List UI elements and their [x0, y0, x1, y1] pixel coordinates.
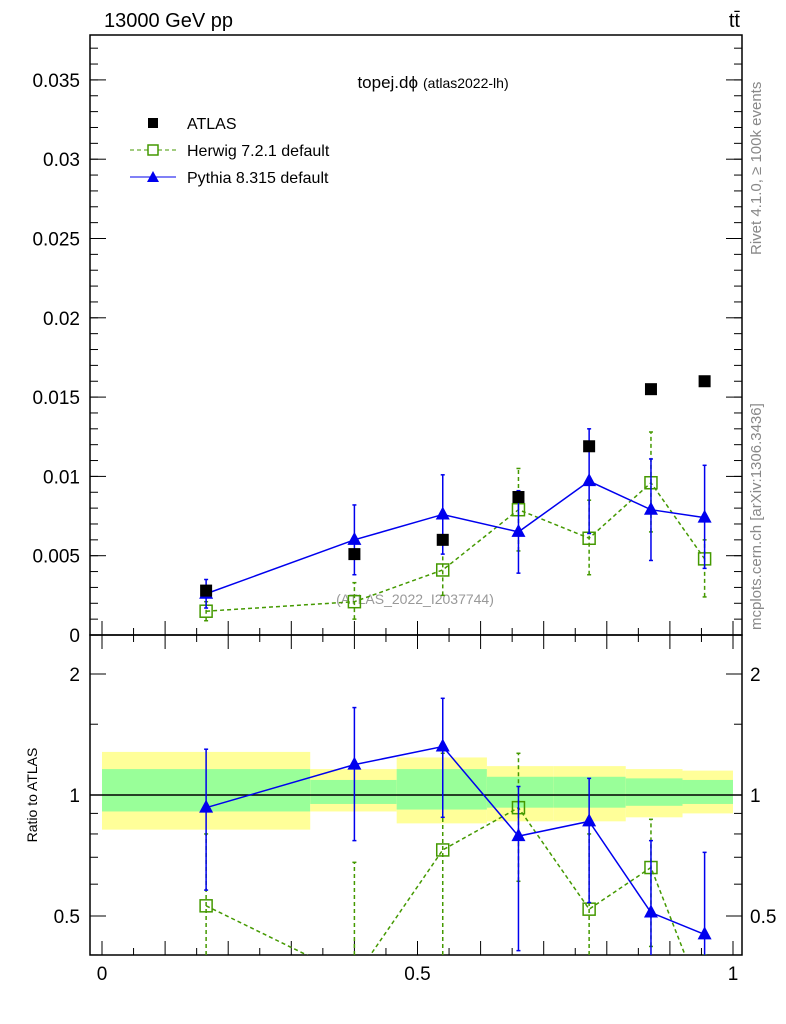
- atlas-marker: [348, 548, 361, 561]
- pythia-marker: [511, 828, 526, 842]
- pythia-marker: [347, 756, 362, 770]
- y-tick-label: 0.035: [32, 71, 80, 92]
- pythia-marker: [697, 509, 712, 523]
- atlas-marker: [583, 440, 596, 453]
- pythia-marker: [347, 531, 362, 545]
- y-tick-label: 0.015: [32, 388, 80, 409]
- ratio-y-tick-label: 1: [69, 786, 80, 807]
- uncertainty-band-inner: [625, 778, 683, 806]
- pythia-line: [205, 480, 705, 595]
- herwig-line: [205, 806, 686, 955]
- y-tick-label: 0.02: [43, 309, 80, 330]
- mcplots-label: mcplots.cern.ch [arXiv:1306.3436]: [748, 403, 765, 630]
- pythia-marker: [582, 813, 597, 827]
- y-tick-label: 0.005: [32, 547, 80, 568]
- rivet-label: Rivet 4.1.0, ≥ 100k events: [748, 82, 765, 255]
- y-tick-label: 0.01: [43, 467, 80, 488]
- pythia-marker: [643, 501, 658, 515]
- pythia-marker: [435, 506, 450, 520]
- uncertainty-band-inner: [486, 776, 554, 808]
- herwig-marker: [347, 594, 362, 609]
- header-energy: 13000 GeV pp: [104, 10, 233, 32]
- legend-herwig-marker: [147, 144, 159, 156]
- uncertainty-band-inner: [310, 779, 397, 804]
- header-process: tt̄: [729, 10, 741, 32]
- ratio-y-tick-label-right: 1: [750, 786, 761, 807]
- legend-atlas-marker: [148, 118, 158, 128]
- y-tick-label: 0: [69, 626, 80, 647]
- pythia-marker: [697, 926, 712, 940]
- legend-atlas: ATLAS: [187, 116, 237, 133]
- ratio-series: [199, 697, 712, 955]
- ratio-plot: 0.5 0.5 1 1 2 2 0 0.5 1: [54, 634, 776, 985]
- ratio-y-tick-label-right: 0.5: [750, 907, 776, 928]
- atlas-marker: [644, 383, 657, 396]
- pythia-marker: [511, 523, 526, 537]
- y-tick-label: 0.025: [32, 230, 80, 251]
- y-tick-label: 0.03: [43, 150, 80, 171]
- legend-herwig: Herwig 7.2.1 default: [187, 143, 330, 160]
- legend-pythia: Pythia 8.315 default: [187, 170, 329, 187]
- atlas-marker: [436, 533, 449, 546]
- x-tick-label: 0.5: [404, 964, 430, 985]
- herwig-marker: [435, 563, 450, 577]
- ratio-y-tick-label: 0.5: [54, 907, 80, 928]
- herwig-marker: [199, 899, 213, 913]
- uncertainty-band-inner: [396, 769, 487, 810]
- ratio-ylabel: Ratio to ATLAS: [24, 748, 40, 843]
- atlas-marker: [200, 584, 213, 597]
- legend: ATLAS Herwig 7.2.1 default Pythia 8.315 …: [130, 116, 330, 187]
- ratio-y-tick-label-right: 2: [750, 665, 761, 686]
- pythia-marker: [643, 904, 658, 918]
- ratio-y-tick-label: 2: [69, 665, 80, 686]
- x-tick-label: 1: [728, 964, 739, 985]
- pythia-marker: [435, 738, 450, 752]
- atlas-marker: [698, 375, 711, 388]
- main-plot: 0 0.005 0.01 0.015 0.02 0.025 0.03 0.035: [32, 34, 743, 647]
- x-tick-label: 0: [97, 964, 108, 985]
- analysis-watermark: (ATLAS_2022_I2037744): [336, 591, 494, 607]
- uncertainty-band-inner: [682, 779, 733, 804]
- plot-subtitle: (atlas2022-lh): [423, 75, 509, 91]
- atlas-marker: [512, 491, 525, 504]
- pythia-marker: [582, 473, 597, 487]
- herwig-marker: [435, 843, 450, 857]
- legend-pythia-marker: [147, 171, 159, 182]
- pythia-marker: [199, 799, 214, 813]
- plot-title: topej.dϕ: [357, 73, 418, 92]
